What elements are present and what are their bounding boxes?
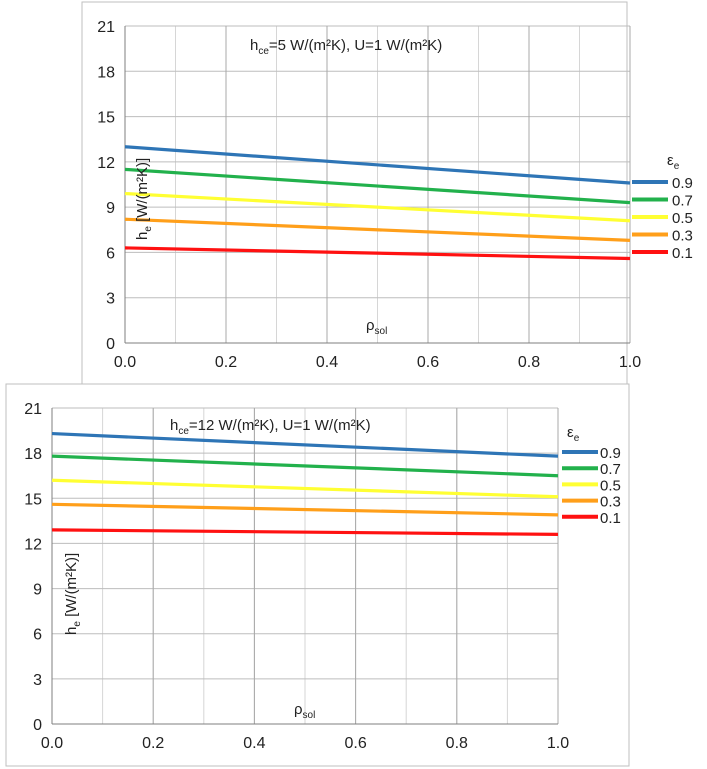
- x-tick-label: 0.0: [41, 735, 63, 752]
- legend-title-main: ε: [567, 424, 574, 441]
- series-line-0.9: [124, 145, 631, 185]
- x-axis-label-sub: sol: [303, 710, 316, 721]
- y-axis-label-rest: [W/(m²K)]: [63, 553, 80, 621]
- legend-label-0.5: 0.5: [672, 210, 693, 227]
- series-line-0.3: [124, 217, 631, 242]
- x-tick-label: 0.8: [446, 735, 468, 752]
- annotation-main: h: [170, 417, 178, 434]
- legend-title-main: ε: [667, 152, 674, 169]
- legend-label-0.9: 0.9: [672, 175, 693, 192]
- y-tick-label: 6: [106, 245, 115, 262]
- y-tick-label: 0: [106, 336, 115, 353]
- x-tick-label: 0.4: [243, 735, 265, 752]
- x-axis-label: ρsol: [294, 701, 315, 721]
- legend-label-0.1: 0.1: [600, 510, 621, 527]
- y-axis-label: he [W/(m²K)]: [63, 553, 83, 635]
- legend-label-0.5: 0.5: [600, 477, 621, 494]
- legend-label-0.7: 0.7: [672, 193, 693, 210]
- x-axis-label-sub: sol: [375, 326, 388, 337]
- x-tick-label: 0.2: [215, 354, 237, 371]
- x-tick-label: 0.2: [142, 735, 164, 752]
- y-tick-label: 21: [24, 401, 42, 418]
- x-tick-label: 1.0: [619, 354, 641, 371]
- y-tick-label: 15: [24, 491, 42, 508]
- y-axis-label-sub: e: [143, 226, 154, 232]
- x-axis-label: ρsol: [366, 317, 387, 337]
- legend-label-0.7: 0.7: [600, 461, 621, 478]
- series-line-0.5: [51, 478, 559, 499]
- y-axis-label-main: h: [134, 232, 151, 240]
- series-line-0.3: [51, 502, 559, 517]
- y-tick-label: 12: [97, 155, 115, 172]
- series-line-0.1: [124, 246, 631, 261]
- y-tick-label: 12: [24, 536, 42, 553]
- y-tick-label: 0: [33, 717, 42, 734]
- x-tick-label: 0.4: [316, 354, 338, 371]
- legend-label-0.9: 0.9: [600, 445, 621, 462]
- series-line-0.7: [124, 167, 631, 205]
- legend-label-0.3: 0.3: [600, 494, 621, 511]
- legend-title-sub: e: [674, 161, 680, 172]
- chart-frame: [81, 1, 628, 385]
- x-axis-label-main: ρ: [294, 701, 303, 718]
- chart-frame: [5, 383, 630, 767]
- annotation-sub: ce: [258, 46, 269, 57]
- y-tick-label: 9: [106, 200, 115, 217]
- y-tick-label: 15: [97, 110, 115, 127]
- x-tick-label: 0.0: [114, 354, 136, 371]
- x-axis-label-main: ρ: [366, 317, 375, 334]
- y-axis-label-main: h: [63, 627, 80, 635]
- legend-title: εe: [567, 424, 580, 444]
- x-tick-label: 1.0: [547, 735, 569, 752]
- series-line-0.7: [51, 454, 559, 478]
- annotation-sub: ce: [178, 426, 189, 437]
- chart-annotation: hce=5 W/(m²K), U=1 W/(m²K): [250, 37, 442, 57]
- y-axis-label-rest: [W/(m²K)]: [134, 158, 151, 226]
- y-tick-label: 21: [97, 19, 115, 36]
- y-tick-label: 3: [33, 672, 42, 689]
- annotation-rest: =5 W/(m²K), U=1 W/(m²K): [269, 37, 442, 54]
- legend-label-0.3: 0.3: [672, 228, 693, 245]
- y-axis-label: he [W/(m²K)]: [134, 158, 154, 240]
- series-line-0.5: [124, 191, 631, 223]
- annotation-main: h: [250, 37, 258, 54]
- y-tick-label: 6: [33, 627, 42, 644]
- series-line-0.1: [51, 528, 559, 536]
- legend-title: εe: [667, 152, 680, 172]
- annotation-rest: =12 W/(m²K), U=1 W/(m²K): [189, 417, 371, 434]
- x-tick-label: 0.8: [518, 354, 540, 371]
- legend-title-sub: e: [574, 433, 580, 444]
- x-tick-label: 0.6: [344, 735, 366, 752]
- y-tick-label: 18: [24, 446, 42, 463]
- legend-label-0.1: 0.1: [672, 245, 693, 262]
- chart-annotation: hce=12 W/(m²K), U=1 W/(m²K): [170, 417, 371, 437]
- series-line-0.9: [51, 431, 559, 458]
- y-tick-label: 9: [33, 582, 42, 599]
- y-axis-label-sub: e: [72, 621, 83, 627]
- y-tick-label: 3: [106, 291, 115, 308]
- y-tick-label: 18: [97, 64, 115, 81]
- x-tick-label: 0.6: [417, 354, 439, 371]
